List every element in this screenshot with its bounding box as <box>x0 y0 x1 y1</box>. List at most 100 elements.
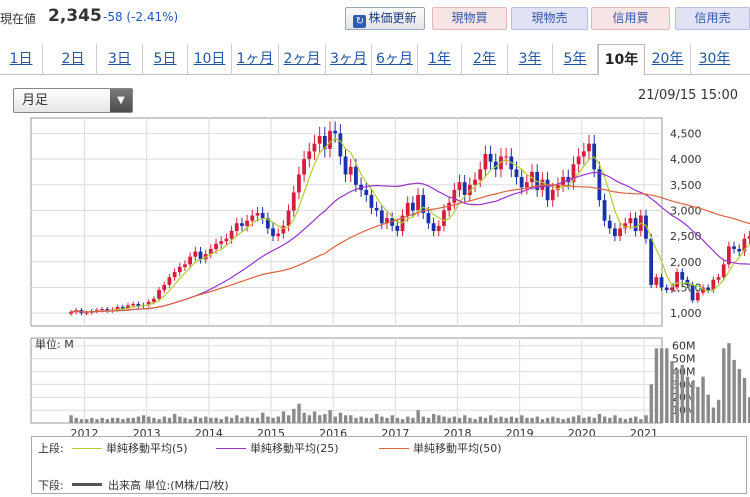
refresh-price-button[interactable]: ↻ 株価更新 <box>345 7 425 30</box>
candle-body <box>151 298 156 302</box>
volume-bar <box>240 417 244 423</box>
candle-body <box>255 213 260 216</box>
volume-bar <box>271 417 275 423</box>
volume-bar <box>514 417 519 423</box>
tab-6[interactable]: 1ヶ月 <box>232 44 279 75</box>
candle-body <box>452 189 457 203</box>
tab-11[interactable]: 2年 <box>462 44 508 75</box>
candle-body <box>364 189 369 196</box>
tab-16[interactable]: 30年 <box>698 51 731 67</box>
chevron-down-icon: ▼ <box>110 89 132 112</box>
volume-bar <box>281 411 286 423</box>
volume-bar <box>426 417 431 423</box>
refresh-icon: ↻ <box>353 15 367 28</box>
price-tick-label: 2,500 <box>670 230 702 243</box>
volume-bar <box>566 417 571 423</box>
volume-bar <box>602 416 607 423</box>
volume-bar <box>338 412 343 423</box>
volume-bar <box>675 368 679 423</box>
candle-body <box>416 195 420 211</box>
tab-13[interactable]: 5年 <box>553 44 598 75</box>
volume-bar <box>545 417 550 423</box>
tab-4[interactable]: 5日 <box>143 44 188 75</box>
candle-body <box>297 174 301 193</box>
tab-14[interactable]: 10年 <box>598 44 645 76</box>
volume-bar <box>333 416 337 423</box>
price-tick-label: 3,500 <box>670 179 702 192</box>
margin-sell-button[interactable]: 信用売 <box>675 7 750 30</box>
volume-bar <box>380 416 384 423</box>
tab-15[interactable]: 20年 <box>645 44 691 75</box>
current-price-label: 現在値 <box>0 12 37 26</box>
volume-bar <box>457 417 462 423</box>
candle-body <box>198 251 203 260</box>
candle-body <box>488 153 493 162</box>
volume-bar <box>691 381 695 423</box>
candle-body <box>618 228 622 237</box>
candle-body <box>281 225 286 234</box>
volume-bar <box>716 399 721 423</box>
candle-body <box>431 223 436 231</box>
cash-sell-button[interactable]: 現物売 <box>511 7 588 30</box>
tab-10[interactable]: 1年 <box>418 44 462 75</box>
candle-body <box>229 230 234 239</box>
volume-bar <box>509 416 514 423</box>
volume-bar <box>343 415 348 423</box>
chart-panel: 月足 ▼ 21/09/15 15:00 4,500 4,000 3,500 3,000… <box>0 75 750 497</box>
candle-body <box>276 233 281 237</box>
candle-body <box>317 135 322 144</box>
volume-bar <box>214 417 218 423</box>
period-tabs: 1日 2日 3日 5日 10日 1ヶ月 2ヶ月 3ヶ月 6ヶ月 1年 2年 3年 5年 10年 20年 30年 <box>0 44 750 76</box>
tab-9[interactable]: 6ヶ月 <box>372 44 418 75</box>
margin-buy-button[interactable]: 信用買 <box>591 7 670 30</box>
candle-body <box>343 156 348 175</box>
volume-bar <box>69 415 73 423</box>
candle-body <box>95 310 99 312</box>
tab-5[interactable]: 10日 <box>188 44 232 75</box>
volume-bar <box>732 359 736 423</box>
candle-body <box>457 182 462 190</box>
volume-bar <box>167 417 172 423</box>
tab-12[interactable]: 3年 <box>508 44 553 75</box>
tab-3[interactable]: 3日 <box>97 44 143 75</box>
tab-2[interactable]: 2日 <box>50 44 97 75</box>
candle-body <box>322 135 327 149</box>
volume-bar <box>680 365 685 423</box>
volume-bar <box>634 416 638 423</box>
candle-body <box>690 284 695 301</box>
candle-body <box>597 169 602 201</box>
volume-bar <box>375 413 379 423</box>
candle-body <box>467 184 472 196</box>
volume-bar <box>525 417 529 423</box>
volume-bar <box>116 417 120 423</box>
price-tick-label: 4,000 <box>670 153 702 166</box>
volume-bar <box>654 348 659 423</box>
period-select[interactable]: 月足 ▼ <box>13 88 133 113</box>
volume-bar <box>105 419 110 423</box>
candle-body <box>271 228 275 237</box>
cash-buy-button[interactable]: 現物買 <box>432 7 507 30</box>
price-tick-label: 4,500 <box>670 127 702 140</box>
candle-body <box>742 238 747 252</box>
volume-bar <box>483 417 488 423</box>
volume-bar <box>162 416 167 423</box>
candle-body <box>100 309 104 311</box>
volume-bar <box>468 417 472 423</box>
volume-bar <box>141 415 146 423</box>
candle-body <box>716 277 721 280</box>
tab-1[interactable]: 1日 <box>0 44 43 75</box>
volume-bar <box>400 419 405 423</box>
candle-body <box>706 287 711 291</box>
candle-body <box>654 277 659 285</box>
volume-bar <box>618 417 622 423</box>
volume-bar <box>623 419 628 423</box>
volume-bar <box>178 416 182 423</box>
volume-bar <box>701 376 705 423</box>
volume-bar <box>727 343 731 423</box>
tab-8[interactable]: 3ヶ月 <box>326 44 372 75</box>
volume-bar <box>229 417 234 423</box>
candle-body <box>695 292 700 301</box>
tab-7[interactable]: 2ヶ月 <box>279 44 326 75</box>
candle-body <box>250 215 255 221</box>
candle-body <box>172 272 177 278</box>
